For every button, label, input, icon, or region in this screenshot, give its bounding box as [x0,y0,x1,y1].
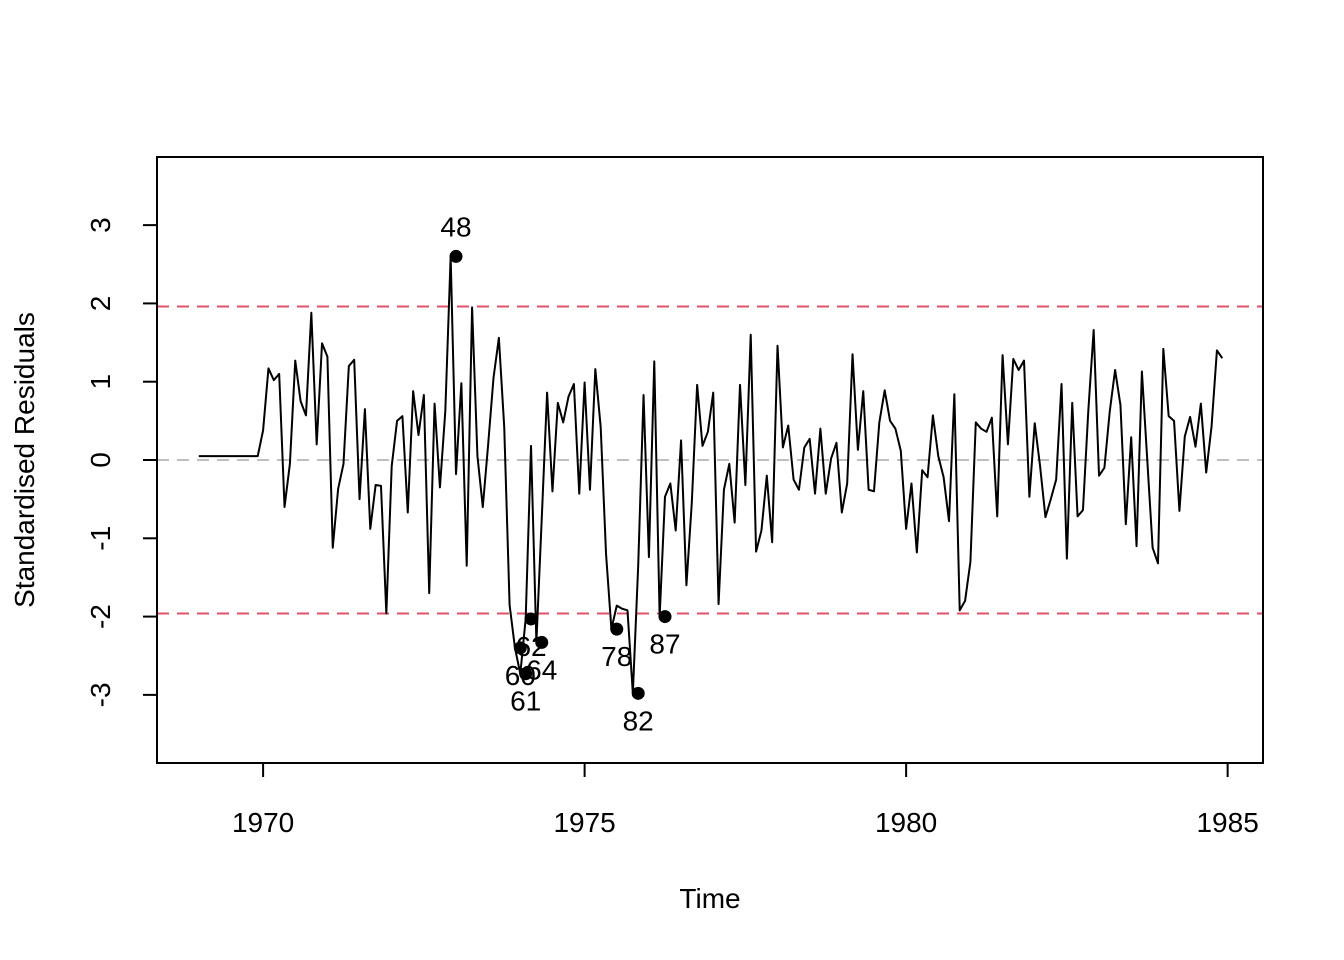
y-tick-label--2: -2 [85,604,116,629]
x-tick-label-1985: 1985 [1196,807,1258,838]
outlier-point-82 [631,686,645,700]
y-axis-title: Standardised Residuals [9,312,40,608]
outlier-label-61: 61 [510,686,541,717]
y-tick-label--1: -1 [85,526,116,551]
reference-lines [157,305,1263,615]
outlier-label-82: 82 [623,705,654,736]
outlier-label-48: 48 [440,211,471,242]
outlier-label-64: 64 [526,654,557,685]
y-axis: -3 -2 -1 0 1 2 3 [85,217,158,707]
y-tick-label-3: 3 [85,217,116,233]
outlier-point-61 [519,667,533,681]
x-tick-label-1980: 1980 [875,807,937,838]
series-layer [198,255,1224,695]
outlier-point-87 [658,610,672,624]
outlier-layer: 4860616264788287 [440,211,680,736]
residual-series-line [198,255,1224,695]
outlier-point-48 [449,249,463,263]
x-axis: 1970 1975 1980 1985 [232,762,1259,838]
outlier-point-62 [524,612,538,626]
y-tick-label--3: -3 [85,682,116,707]
outlier-label-78: 78 [601,641,632,672]
outlier-point-64 [535,635,549,649]
y-tick-label-1: 1 [85,374,116,390]
y-tick-label-2: 2 [85,296,116,312]
outlier-point-60 [513,641,527,655]
x-axis-title: Time [679,883,740,914]
outlier-point-78 [610,622,624,636]
outlier-label-87: 87 [649,629,680,660]
x-tick-label-1975: 1975 [553,807,615,838]
y-tick-label-0: 0 [85,452,116,468]
x-tick-label-1970: 1970 [232,807,294,838]
